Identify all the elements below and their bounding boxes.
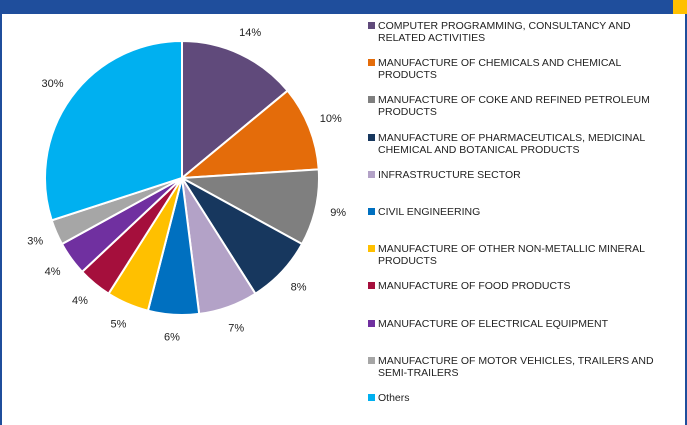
legend-entry: INFRASTRUCTURE SECTOR — [368, 169, 668, 181]
legend-entry: MANUFACTURE OF ELECTRICAL EQUIPMENT — [368, 318, 668, 330]
legend-swatch — [368, 356, 375, 364]
header-band — [0, 0, 687, 14]
legend-label: MANUFACTURE OF CHEMICALS AND CHEMICAL PR… — [378, 57, 621, 82]
data-label: 3% — [27, 235, 43, 247]
chart: 14% 10% 9% 8% 7% 6% 5% 4% 4% 3% 30% — [27, 27, 346, 344]
legend-entry: MANUFACTURE OF COKE AND REFINED PETROLEU… — [368, 94, 668, 118]
data-label: 30% — [42, 78, 64, 90]
legend-swatch — [368, 282, 375, 290]
data-label: 4% — [72, 295, 88, 307]
legend-swatch — [368, 245, 375, 253]
legend-entry: COMPUTER PROGRAMMING, CONSULTANCY AND RE… — [368, 20, 668, 44]
pie-slice — [181, 39, 289, 181]
data-label: 5% — [111, 319, 127, 331]
legend-label: MANUFACTURE OF FOOD PRODUCTS — [378, 280, 571, 293]
legend-label: MANUFACTURE OF OTHER NON-METALLIC MINERA… — [378, 243, 645, 268]
data-label: 10% — [320, 113, 342, 125]
data-label: 6% — [164, 332, 180, 344]
data-label: 7% — [228, 322, 244, 334]
legend-label: INFRASTRUCTURE SECTOR — [378, 168, 521, 181]
legend-entry: MANUFACTURE OF OTHER NON-METALLIC MINERA… — [368, 243, 668, 267]
legend-swatch — [368, 208, 375, 215]
legend-swatch — [368, 59, 375, 67]
legend-label: COMPUTER PROGRAMMING, CONSULTANCY AND RE… — [378, 20, 631, 44]
legend-entry: Others — [368, 392, 668, 404]
legend-swatch — [368, 394, 375, 401]
legend-entry: CIVIL ENGINEERING — [368, 206, 668, 218]
legend-label: Others — [378, 392, 410, 404]
legend-label: MANUFACTURE OF PHARMACEUTICALS, MEDICINA… — [378, 131, 645, 156]
data-label: 4% — [45, 266, 61, 278]
legend-label: MANUFACTURE OF COKE AND REFINED PETROLEU… — [378, 94, 650, 119]
legend-label: CIVIL ENGINEERING — [378, 206, 481, 218]
legend-label: MANUFACTURE OF ELECTRICAL EQUIPMENT — [378, 317, 609, 330]
legend-label: MANUFACTURE OF MOTOR VEHICLES, TRAILERS … — [378, 354, 654, 379]
data-label: 8% — [291, 281, 307, 293]
header-corner — [673, 0, 687, 14]
legend-entry: MANUFACTURE OF PHARMACEUTICALS, MEDICINA… — [368, 132, 668, 156]
data-label: 14% — [239, 27, 261, 39]
legend-entry: MANUFACTURE OF FOOD PRODUCTS — [368, 280, 668, 292]
pie-slice — [178, 89, 320, 180]
legend-swatch — [368, 319, 375, 327]
legend-swatch — [368, 133, 375, 141]
legend-entry: MANUFACTURE OF CHEMICALS AND CHEMICAL PR… — [368, 57, 668, 81]
legend-entry: MANUFACTURE OF MOTOR VEHICLES, TRAILERS … — [368, 355, 668, 379]
pie-slice — [44, 39, 183, 222]
legend-swatch — [368, 22, 375, 29]
legend-swatch — [368, 96, 375, 104]
data-label: 9% — [330, 207, 346, 219]
legend-swatch — [368, 170, 375, 178]
